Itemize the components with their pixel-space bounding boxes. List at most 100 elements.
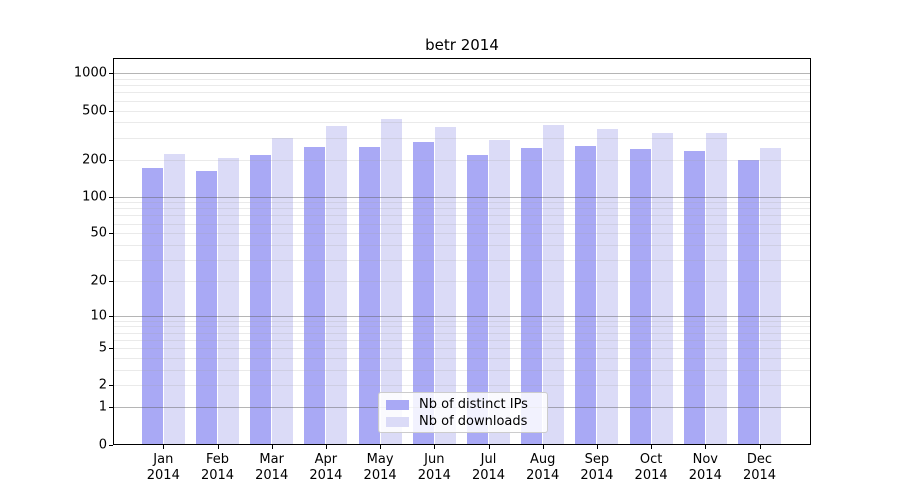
x-tick-label-feb: Feb 2014 xyxy=(200,452,235,483)
x-tick-mark xyxy=(596,444,598,449)
x-tick-label-jun: Jun 2014 xyxy=(417,452,451,483)
bar-downloads-dec xyxy=(760,148,781,445)
x-tick-label-may: May 2014 xyxy=(363,452,397,483)
y-tick-label: 500 xyxy=(82,103,107,119)
bar-downloads-jun xyxy=(434,126,456,445)
bar-ips-mar xyxy=(250,155,272,445)
bar-ips-jun xyxy=(412,141,434,445)
gridline-minor xyxy=(113,320,811,322)
y-tick-label: 50 xyxy=(90,225,107,241)
gridline-major xyxy=(113,73,811,75)
y-tick-label: 10 xyxy=(90,308,107,324)
y-tick-mark xyxy=(109,348,113,350)
gridline-minor xyxy=(113,215,811,217)
gridline-minor xyxy=(113,159,811,161)
y-tick-mark xyxy=(109,407,113,409)
y-tick-label: 200 xyxy=(82,152,107,168)
x-tick-label-oct: Oct 2014 xyxy=(634,452,668,483)
bar-ips-oct xyxy=(629,148,651,445)
gridline-major xyxy=(113,196,811,198)
gridline-minor xyxy=(113,100,811,102)
gridline-minor xyxy=(113,208,811,210)
y-tick-mark xyxy=(109,110,113,112)
chart-title: betr 2014 xyxy=(425,36,499,54)
gridline-minor xyxy=(113,223,811,225)
y-tick-label: 1000 xyxy=(73,65,107,81)
x-tick-mark xyxy=(542,444,544,449)
y-tick-mark xyxy=(109,196,113,198)
x-tick-label-aug: Aug 2014 xyxy=(526,452,560,483)
x-tick-mark xyxy=(271,444,273,449)
bar-downloads-may xyxy=(380,118,402,445)
x-tick-mark xyxy=(434,444,436,449)
gridline-major xyxy=(113,315,811,317)
y-tick-label: 20 xyxy=(90,273,107,289)
gridline-minor xyxy=(113,358,811,360)
bar-ips-nov xyxy=(683,150,705,445)
gridline-minor xyxy=(113,280,811,282)
x-tick-label-mar: Mar 2014 xyxy=(255,452,289,483)
legend: Nb of distinct IPs Nb of downloads xyxy=(378,392,548,433)
legend-swatch-downloads xyxy=(386,417,409,427)
y-tick-label: 1 xyxy=(98,399,107,415)
bar-downloads-nov xyxy=(705,132,727,445)
gridline-minor xyxy=(113,85,811,87)
gridline-minor xyxy=(113,137,811,139)
x-tick-mark xyxy=(325,444,327,449)
bar-ips-apr xyxy=(304,146,326,445)
x-tick-label-jul: Jul 2014 xyxy=(471,452,506,483)
gridline-minor xyxy=(113,244,811,246)
bar-downloads-oct xyxy=(651,133,673,445)
y-tick-mark xyxy=(109,159,113,161)
bar-downloads-apr xyxy=(326,125,348,445)
y-tick-mark xyxy=(109,444,113,446)
bar-downloads-aug xyxy=(543,124,565,445)
bar-downloads-sep xyxy=(597,129,619,445)
gridline-minor xyxy=(113,326,811,328)
bar-ips-feb xyxy=(196,170,217,445)
legend-swatch-distinct-ips xyxy=(386,400,409,410)
x-tick-label-dec: Dec 2014 xyxy=(742,452,777,483)
gridline-minor xyxy=(113,332,811,334)
y-tick-label: 5 xyxy=(98,340,107,356)
bar-ips-may xyxy=(358,147,380,445)
y-tick-label: 2 xyxy=(98,377,107,393)
x-tick-mark xyxy=(163,444,165,449)
gridline-minor xyxy=(113,122,811,124)
x-tick-mark xyxy=(380,444,382,449)
x-tick-mark xyxy=(759,444,761,449)
gridline-minor xyxy=(113,385,811,387)
y-tick-mark xyxy=(109,280,113,282)
legend-label-distinct-ips: Nb of distinct IPs xyxy=(419,397,528,412)
bar-downloads-jul xyxy=(489,139,510,445)
gridline-minor xyxy=(113,348,811,350)
bar-downloads-feb xyxy=(218,157,239,445)
y-tick-mark xyxy=(109,233,113,235)
gridline-minor xyxy=(113,92,811,94)
x-tick-label-apr: Apr 2014 xyxy=(309,452,343,483)
bar-ips-dec xyxy=(738,159,759,445)
gridline-minor xyxy=(113,110,811,112)
legend-item-distinct-ips: Nb of distinct IPs xyxy=(386,397,547,413)
y-tick-mark xyxy=(109,315,113,317)
bar-ips-jul xyxy=(467,155,488,445)
gridline-minor xyxy=(113,370,811,372)
x-tick-mark xyxy=(705,444,707,449)
gridline-minor xyxy=(113,202,811,204)
x-tick-label-jan: Jan 2014 xyxy=(146,452,180,483)
bar-ips-aug xyxy=(521,148,543,445)
gridline-minor xyxy=(113,260,811,262)
x-tick-mark xyxy=(217,444,219,449)
y-tick-mark xyxy=(109,73,113,75)
bar-downloads-jan xyxy=(163,154,185,445)
gridline-minor xyxy=(113,79,811,80)
y-tick-mark xyxy=(109,385,113,387)
x-tick-label-nov: Nov 2014 xyxy=(688,452,722,483)
gridline-minor xyxy=(113,233,811,235)
bar-ips-sep xyxy=(575,145,597,445)
x-tick-label-sep: Sep 2014 xyxy=(580,452,614,483)
y-tick-label: 100 xyxy=(82,189,107,205)
x-tick-mark xyxy=(488,444,490,449)
x-tick-mark xyxy=(651,444,653,449)
